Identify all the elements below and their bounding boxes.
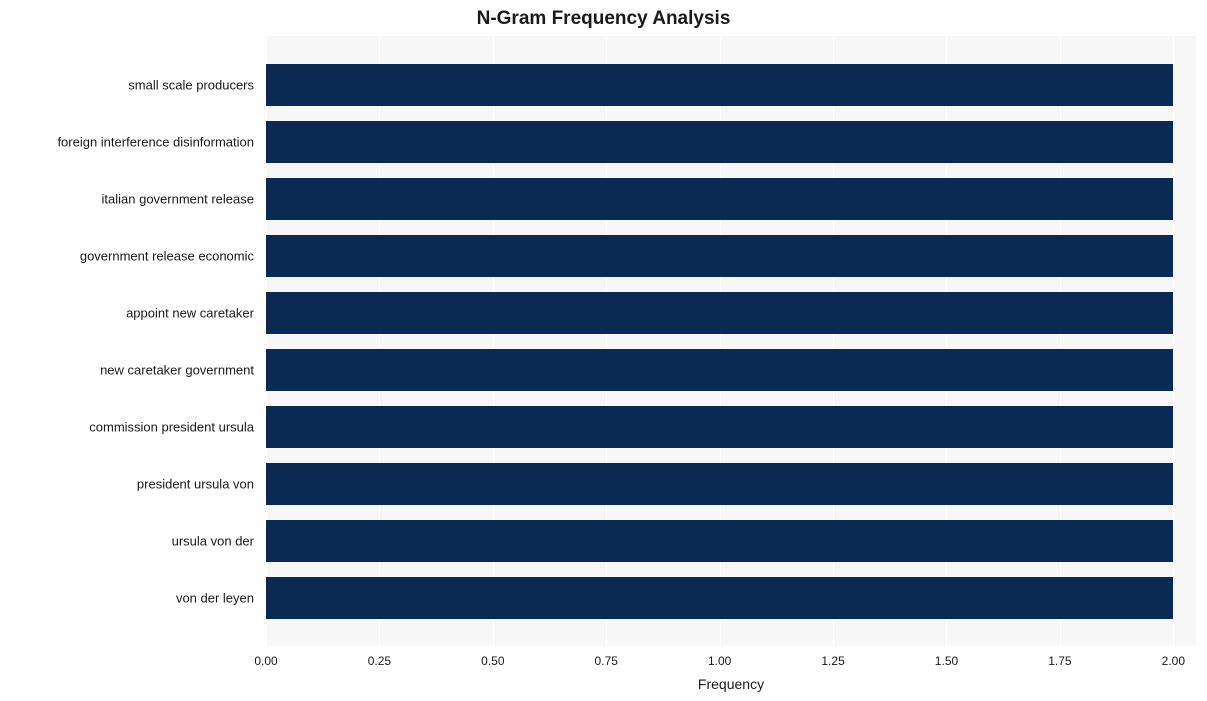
y-tick-label: government release economic [80,248,266,263]
grid-line [1173,36,1174,646]
bar [266,520,1173,562]
y-tick-label: new caretaker government [100,362,266,377]
bar [266,235,1173,277]
y-tick-label: small scale producers [128,77,266,92]
chart-title: N-Gram Frequency Analysis [0,8,1207,30]
bar [266,178,1173,220]
plot-area: 0.000.250.500.751.001.251.501.752.00smal… [266,36,1196,646]
bar [266,64,1173,106]
x-tick-label: 0.00 [254,646,277,668]
x-tick-label: 1.75 [1048,646,1071,668]
x-tick-label: 0.50 [481,646,504,668]
y-tick-label: ursula von der [172,533,266,548]
x-tick-label: 1.25 [821,646,844,668]
bar [266,121,1173,163]
x-tick-label: 0.25 [368,646,391,668]
bar [266,463,1173,505]
x-tick-label: 0.75 [595,646,618,668]
y-tick-label: italian government release [102,191,266,206]
y-tick-label: commission president ursula [89,419,266,434]
y-tick-label: foreign interference disinformation [57,134,266,149]
bar [266,577,1173,619]
y-tick-label: appoint new caretaker [126,305,266,320]
bar [266,349,1173,391]
bar [266,292,1173,334]
bar [266,406,1173,448]
y-tick-label: von der leyen [176,590,266,605]
ngram-frequency-chart: N-Gram Frequency Analysis 0.000.250.500.… [0,0,1207,701]
x-tick-label: 2.00 [1162,646,1185,668]
x-axis-label: Frequency [698,646,764,692]
y-tick-label: president ursula von [137,476,266,491]
x-tick-label: 1.50 [935,646,958,668]
